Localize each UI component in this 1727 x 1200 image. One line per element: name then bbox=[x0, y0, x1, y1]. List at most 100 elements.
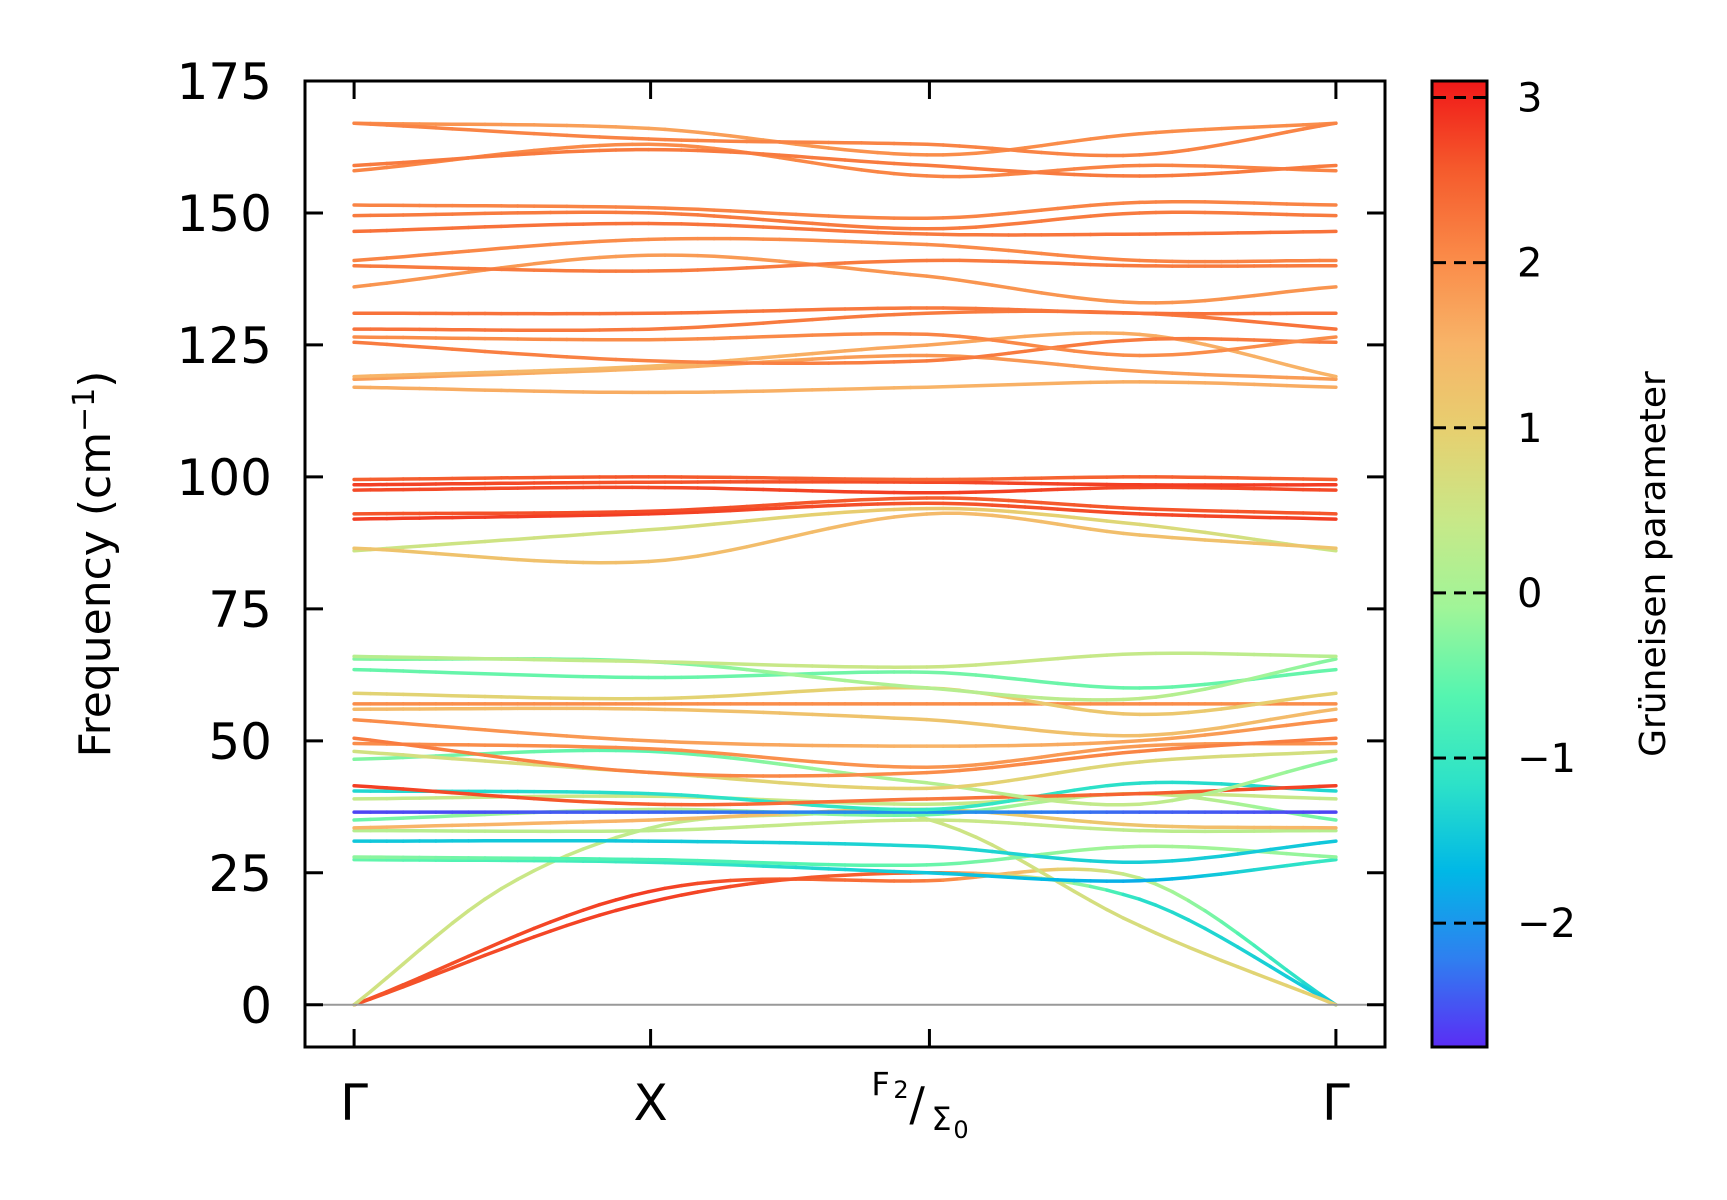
branch-segment bbox=[794, 513, 815, 519]
branch-segment bbox=[1170, 938, 1191, 949]
branch-segment bbox=[728, 209, 749, 214]
branch-segment bbox=[1137, 897, 1158, 907]
branch-segment bbox=[663, 326, 684, 331]
branch-segment bbox=[826, 768, 847, 775]
branch-segment bbox=[663, 211, 684, 216]
branch-segment bbox=[1088, 527, 1109, 534]
phonon-branch bbox=[352, 121, 1338, 157]
branch-segment bbox=[712, 754, 733, 760]
branch-segment bbox=[712, 661, 733, 666]
y-tick-label: 0 bbox=[240, 977, 272, 1035]
y-tick-label: 50 bbox=[208, 713, 272, 771]
branch-segment bbox=[794, 351, 815, 357]
branch-segment bbox=[1154, 877, 1175, 882]
branch-segment bbox=[1219, 295, 1240, 301]
branch-segment bbox=[597, 898, 618, 907]
branch-segment bbox=[859, 497, 880, 502]
branch-segment bbox=[597, 908, 618, 917]
branch-segment bbox=[548, 368, 569, 373]
branch-segment bbox=[483, 672, 504, 677]
branch-segment bbox=[679, 695, 700, 700]
branch-segment bbox=[1317, 707, 1338, 714]
branch-segment bbox=[385, 545, 405, 551]
branch-segment bbox=[368, 165, 389, 171]
branch-segment bbox=[1137, 130, 1158, 136]
branch-segment bbox=[859, 215, 880, 220]
branch-segment bbox=[1186, 744, 1207, 750]
branch-segment bbox=[434, 542, 455, 547]
branch-segment bbox=[1072, 172, 1093, 177]
branch-segment bbox=[1235, 753, 1256, 758]
branch-segment bbox=[941, 215, 962, 220]
branch-segment bbox=[548, 241, 569, 247]
branch-segment bbox=[565, 144, 585, 150]
branch-segment bbox=[1039, 487, 1060, 492]
branch-segment bbox=[1006, 340, 1027, 347]
branch-segment bbox=[450, 756, 471, 762]
branch-segment bbox=[1268, 751, 1289, 757]
branch-segment bbox=[352, 167, 373, 173]
branch-segment bbox=[565, 355, 585, 360]
branch-segment bbox=[352, 736, 373, 742]
branch-segment bbox=[466, 128, 487, 133]
branch-segment bbox=[352, 121, 373, 126]
branch-segment bbox=[990, 723, 1011, 729]
branch-segment bbox=[499, 264, 520, 270]
branch-segment bbox=[859, 267, 880, 274]
branch-segment bbox=[1105, 652, 1125, 657]
branch-segment bbox=[810, 759, 831, 765]
branch-segment bbox=[515, 730, 536, 736]
branch-segment bbox=[925, 870, 945, 876]
branch-segment bbox=[499, 556, 520, 562]
branch-segment bbox=[843, 260, 864, 265]
branch-segment bbox=[925, 332, 945, 337]
branch-segment bbox=[630, 900, 651, 908]
branch-segment bbox=[1317, 371, 1338, 379]
branch-segment bbox=[1186, 172, 1207, 177]
branch-segment bbox=[1088, 783, 1109, 790]
branch-segment bbox=[1170, 910, 1191, 922]
branch-segment bbox=[794, 212, 815, 218]
branch-segment bbox=[352, 783, 373, 789]
branch-segment bbox=[1072, 766, 1093, 773]
branch-segment bbox=[941, 845, 962, 851]
branch-segment bbox=[1055, 697, 1076, 702]
branch-segment bbox=[368, 373, 389, 378]
branch-segment bbox=[1186, 528, 1207, 535]
branch-segment bbox=[368, 756, 389, 761]
branch-segment bbox=[1268, 964, 1289, 979]
branch-segment bbox=[630, 528, 651, 533]
branch-segment bbox=[1088, 504, 1109, 509]
branch-segment bbox=[1154, 370, 1175, 375]
branch-segment bbox=[646, 211, 667, 216]
branch-segment bbox=[548, 145, 569, 151]
branch-segment bbox=[614, 357, 635, 362]
branch-segment bbox=[646, 358, 667, 363]
branch-segment bbox=[1072, 262, 1093, 267]
branch-segment bbox=[1203, 754, 1224, 760]
branch-segment bbox=[1121, 331, 1142, 337]
branch-segment bbox=[974, 800, 995, 805]
branch-segment bbox=[1023, 170, 1044, 175]
branch-segment bbox=[515, 557, 536, 563]
branch-segment bbox=[695, 752, 716, 758]
branch-segment bbox=[1023, 853, 1044, 859]
branch-segment bbox=[925, 163, 945, 169]
branch-segment bbox=[728, 882, 749, 889]
branch-segment bbox=[1203, 707, 1224, 713]
branch-segment bbox=[777, 333, 798, 338]
branch-segment bbox=[646, 137, 667, 142]
branch-segment bbox=[368, 719, 389, 724]
branch-segment bbox=[826, 713, 847, 718]
branch-segment bbox=[1055, 215, 1076, 222]
branch-segment bbox=[614, 238, 635, 243]
phonon-branch bbox=[352, 501, 1338, 521]
branch-segment bbox=[1088, 747, 1109, 753]
branch-segment bbox=[1285, 338, 1305, 345]
branch-segment bbox=[1105, 907, 1125, 920]
branch-segment bbox=[614, 737, 635, 742]
branch-segment bbox=[1268, 212, 1289, 217]
branch-segment bbox=[843, 158, 864, 163]
branch-segment bbox=[728, 357, 749, 363]
branch-segment bbox=[1301, 761, 1322, 770]
